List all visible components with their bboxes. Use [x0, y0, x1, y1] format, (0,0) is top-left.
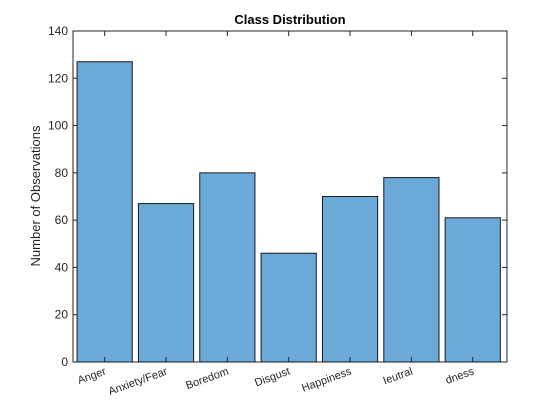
y-tick-label: 0 — [61, 355, 68, 369]
y-tick-label: 40 — [55, 260, 69, 274]
bar-boredom — [199, 172, 256, 363]
y-axis: 0 20 40 60 80 100 120 140 — [48, 24, 507, 369]
chart-title: Class Distribution — [234, 12, 345, 27]
x-tick-label: dness — [444, 365, 476, 386]
x-tick-label: Anger — [76, 365, 108, 386]
bar-anger — [76, 61, 133, 363]
y-tick-label: 80 — [55, 166, 69, 180]
bar-anxiety-fear — [137, 203, 195, 363]
y-tick-label: 140 — [48, 24, 68, 38]
y-axis-label: Number of Observations — [28, 125, 43, 266]
bar-neutral — [383, 177, 440, 363]
x-tick-label: Boredom — [184, 366, 230, 393]
bars-group — [76, 61, 501, 363]
y-tick-label: 120 — [48, 71, 68, 85]
bar-sadness — [444, 217, 501, 363]
y-tick-label: 20 — [55, 308, 69, 322]
y-tick-label: 100 — [48, 119, 68, 133]
bar-happiness — [321, 196, 379, 363]
x-tick-label: Ieutral — [382, 366, 415, 388]
x-tick-label: Happiness — [300, 365, 353, 394]
x-tick-label: Anxiety/Fear — [107, 365, 169, 398]
bar-disgust — [260, 252, 317, 363]
x-tick-label: Disgust — [253, 366, 292, 390]
y-tick-label: 60 — [55, 213, 69, 227]
